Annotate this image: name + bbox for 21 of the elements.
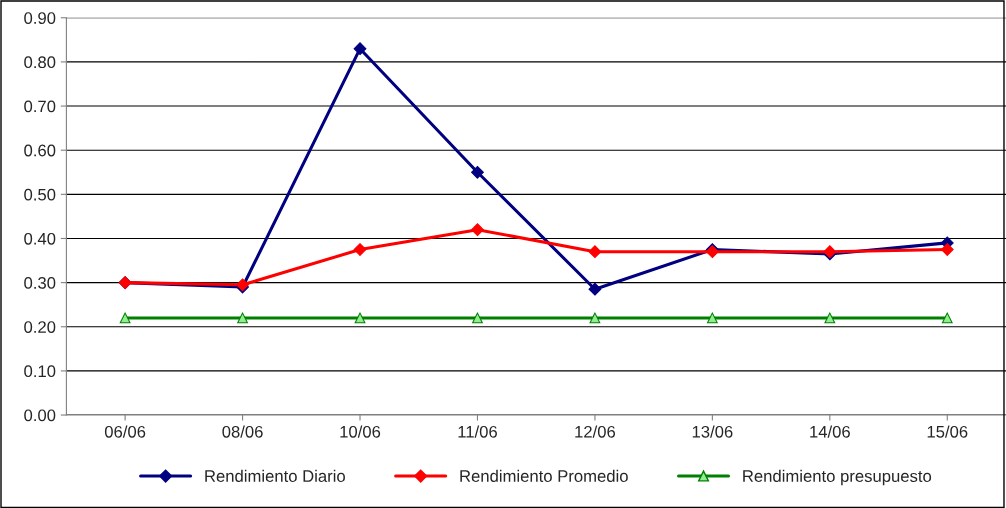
x-tick-label: 13/06 — [692, 425, 733, 438]
x-tick-label: 08/06 — [222, 425, 263, 438]
y-tick-label: 0.90 — [24, 12, 56, 24]
y-tick-label: 0.80 — [24, 56, 56, 69]
y-tick-label: 0.40 — [24, 232, 56, 245]
legend-label: Rendimiento presupuesto — [743, 469, 932, 486]
y-tick-label: 0.60 — [24, 144, 56, 157]
x-tick-label: 14/06 — [810, 425, 850, 438]
y-tick-label: 0.50 — [24, 188, 56, 201]
x-tick-label: 10/06 — [340, 425, 381, 438]
y-tick-label: 0.00 — [24, 409, 56, 422]
legend-label: Rendimiento Promedio — [460, 469, 628, 482]
x-tick-label: 15/06 — [927, 425, 968, 438]
y-tick-label: 0.10 — [24, 365, 56, 378]
y-tick-label: 0.30 — [24, 277, 56, 289]
x-tick-label: 06/06 — [104, 425, 146, 438]
y-tick-label: 0.70 — [24, 100, 56, 113]
y-tick-label: 0.20 — [24, 321, 56, 333]
x-tick-label: 11/06 — [458, 425, 497, 438]
x-tick-label: 12/06 — [575, 425, 616, 438]
legend-label: Rendimiento Diario — [205, 469, 345, 482]
